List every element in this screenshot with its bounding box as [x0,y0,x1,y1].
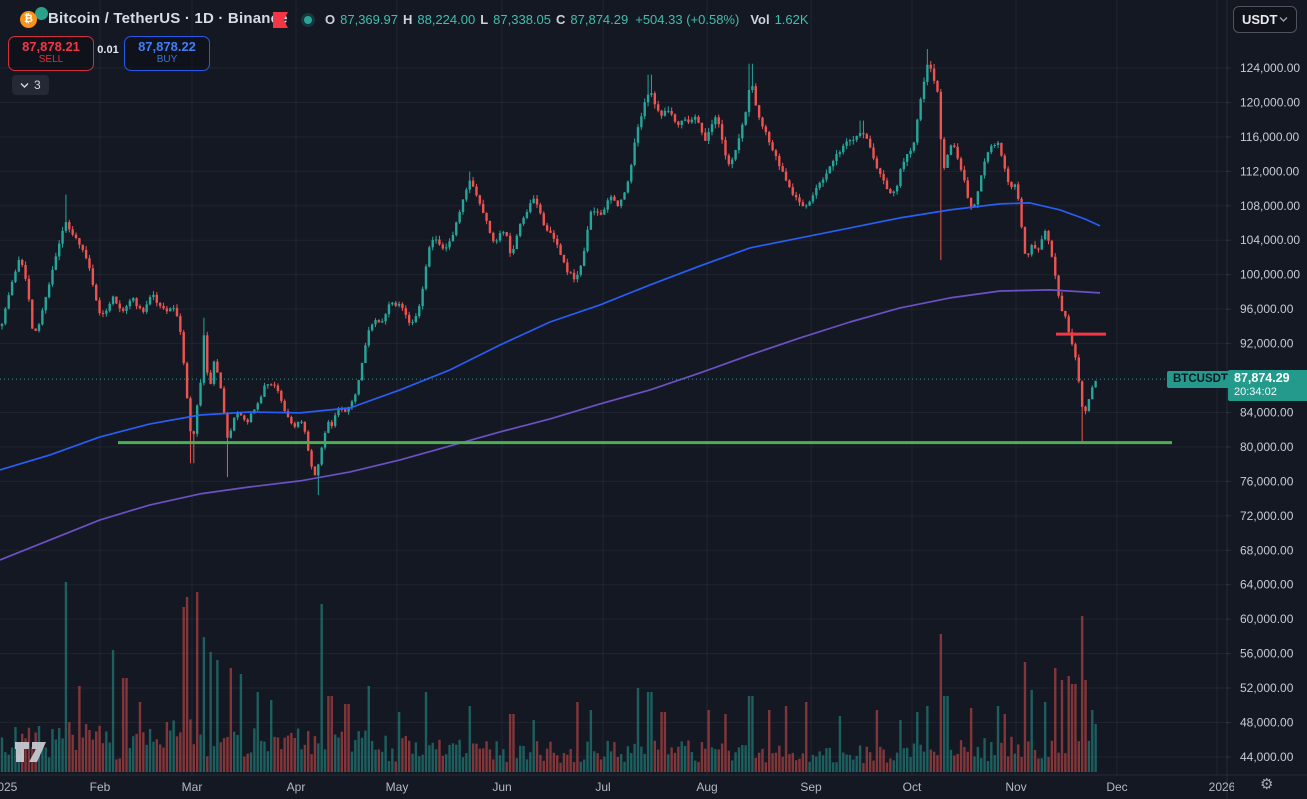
svg-text:72,000.00: 72,000.00 [1240,509,1294,523]
svg-text:Jul: Jul [595,780,610,794]
currency-dropdown[interactable]: USDT [1233,6,1297,33]
sell-label: SELL [38,54,64,65]
svg-text:Oct: Oct [903,780,922,794]
svg-text:2025: 2025 [0,780,18,794]
volume-label: Vol [750,12,770,27]
svg-text:56,000.00: 56,000.00 [1240,647,1294,661]
svg-text:2026: 2026 [1209,780,1236,794]
svg-text:84,000.00: 84,000.00 [1240,405,1294,419]
symbol-title[interactable]: Bitcoin / TetherUS · 1D · Binance [48,10,288,27]
svg-text:Feb: Feb [90,780,111,794]
tradingview-logo [15,742,46,762]
object-count: 3 [34,78,41,92]
svg-text:112,000.00: 112,000.00 [1240,164,1299,178]
symbol-price-tag: BTCUSDT [1167,371,1234,388]
pair-logo: ₿ [20,7,48,31]
svg-text:Sep: Sep [800,780,822,794]
last-price-value: 87,874.29 [1234,371,1290,385]
spread-value: 0.01 [97,44,119,56]
svg-text:48,000.00: 48,000.00 [1240,715,1294,729]
tether-logo-circle [35,7,48,20]
svg-text:124,000.00: 124,000.00 [1240,61,1300,75]
low-label: L [480,12,489,27]
close-value: 87,874.29 [570,12,629,27]
svg-text:76,000.00: 76,000.00 [1240,474,1294,488]
svg-text:Dec: Dec [1106,780,1127,794]
svg-text:Nov: Nov [1005,780,1026,794]
close-label: C [556,12,566,27]
svg-text:Mar: Mar [182,780,203,794]
last-price-axis-label: 87,874.29 20:34:02 [1223,370,1307,401]
object-tree-collapsed-button[interactable]: 3 [12,75,49,95]
open-label: O [325,12,336,27]
low-value: 87,338.05 [493,12,551,27]
svg-text:100,000.00: 100,000.00 [1240,268,1300,282]
change-value: +504.33 (+0.58%) [635,12,740,27]
svg-text:120,000.00: 120,000.00 [1240,95,1300,109]
svg-text:80,000.00: 80,000.00 [1240,440,1294,454]
currency-value: USDT [1242,12,1278,27]
svg-text:Aug: Aug [696,780,717,794]
svg-text:104,000.00: 104,000.00 [1240,233,1300,247]
flag-icon[interactable] [273,12,288,28]
open-value: 87,369.97 [340,12,398,27]
svg-text:Apr: Apr [287,780,306,794]
svg-text:96,000.00: 96,000.00 [1240,302,1294,316]
buy-label: BUY [156,54,178,65]
ohlc-readout: O 87,369.97 H 88,224.00 L 87,338.05 C 87,874… [325,12,809,27]
market-status-icon[interactable] [301,13,315,27]
bar-countdown: 20:34:02 [1234,386,1277,398]
buy-button[interactable]: 87,878.22 BUY [124,36,210,71]
svg-text:108,000.00: 108,000.00 [1240,199,1300,213]
volume-value: 1.62K [774,12,809,27]
svg-text:Jun: Jun [492,780,511,794]
axis-settings-gear-icon[interactable]: ⚙ [1260,776,1274,793]
svg-text:68,000.00: 68,000.00 [1240,543,1294,557]
buy-price: 87,878.22 [138,39,196,54]
sell-price: 87,878.21 [22,39,80,54]
bitcoin-logo-icon: ₿ [20,11,37,28]
svg-text:60,000.00: 60,000.00 [1240,612,1294,626]
chevron-down-icon [1279,17,1288,22]
chevron-down-icon [20,82,29,88]
svg-text:64,000.00: 64,000.00 [1240,578,1294,592]
high-label: H [402,12,413,27]
svg-text:May: May [386,780,409,794]
svg-text:44,000.00: 44,000.00 [1240,750,1294,764]
high-value: 88,224.00 [417,12,476,27]
svg-text:52,000.00: 52,000.00 [1240,681,1294,695]
svg-text:92,000.00: 92,000.00 [1240,337,1294,351]
svg-text:116,000.00: 116,000.00 [1240,130,1299,144]
sell-button[interactable]: 87,878.21 SELL [8,36,94,71]
